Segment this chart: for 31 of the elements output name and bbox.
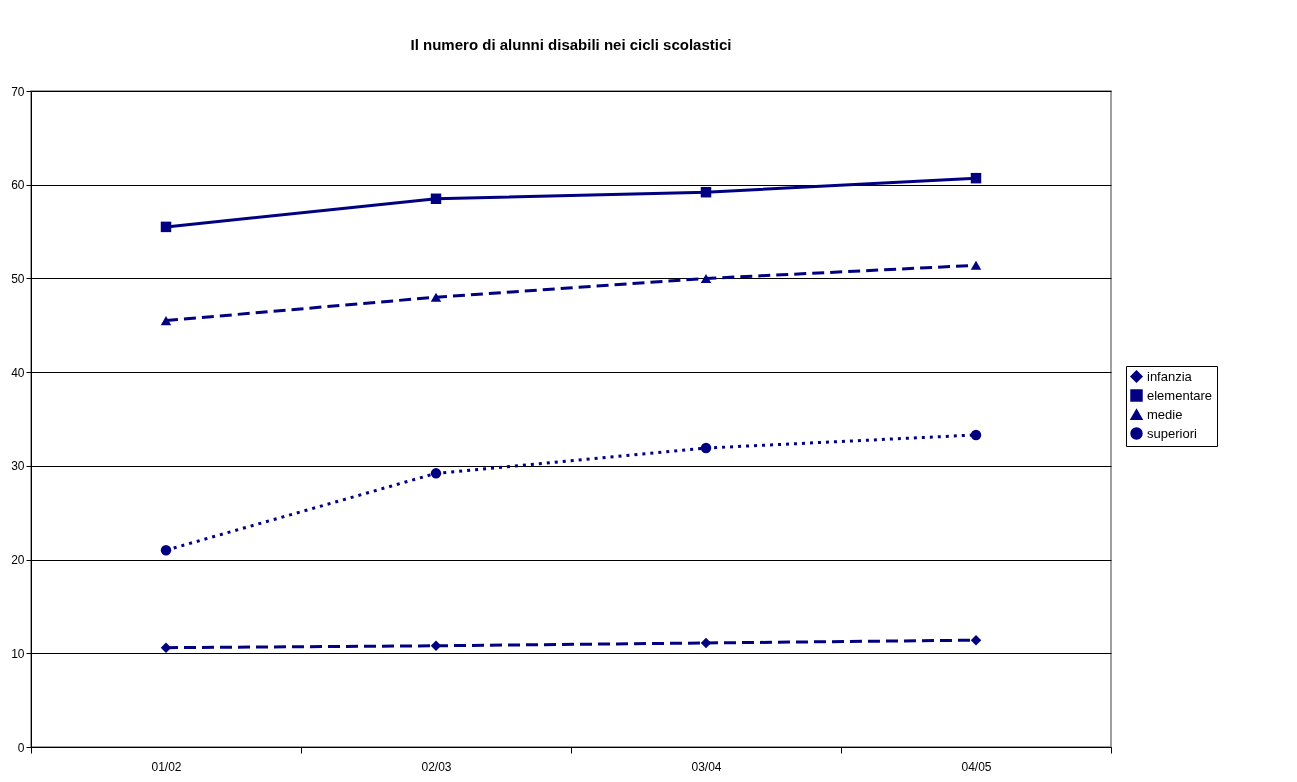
point <box>160 316 172 326</box>
point <box>160 221 172 233</box>
y-tick-label: 60 <box>11 178 25 193</box>
legend-label: elementare <box>1147 387 1213 403</box>
y-tick-label: 20 <box>11 553 25 568</box>
point <box>430 292 442 302</box>
point <box>970 260 982 270</box>
y-tick-label: 30 <box>11 459 25 474</box>
x-tick-label: 04/05 <box>961 759 992 774</box>
point <box>970 634 982 646</box>
point <box>430 193 442 205</box>
x-tick-label: 01/02 <box>151 759 182 774</box>
point <box>970 429 982 441</box>
point <box>970 172 982 184</box>
point <box>700 442 712 454</box>
y-tick-label: 50 <box>11 271 25 286</box>
x-tick-label: 03/04 <box>691 759 722 774</box>
x-tick-label: 02/03 <box>421 759 452 774</box>
legend-label: infanzia <box>1147 368 1193 384</box>
y-tick-label: 0 <box>17 740 25 755</box>
chart-title: Il numero di alunni disabili nei cicli scolastici <box>410 36 732 53</box>
point <box>430 640 442 652</box>
legend-label: superiori <box>1147 425 1197 441</box>
point <box>160 544 172 556</box>
point <box>700 273 712 283</box>
y-tick-label: 40 <box>11 365 25 380</box>
y-tick-label: 70 <box>11 84 25 99</box>
point <box>430 468 442 479</box>
y-tick-label: 10 <box>11 646 25 661</box>
legend-label: medie <box>1147 406 1183 422</box>
point <box>700 186 712 198</box>
